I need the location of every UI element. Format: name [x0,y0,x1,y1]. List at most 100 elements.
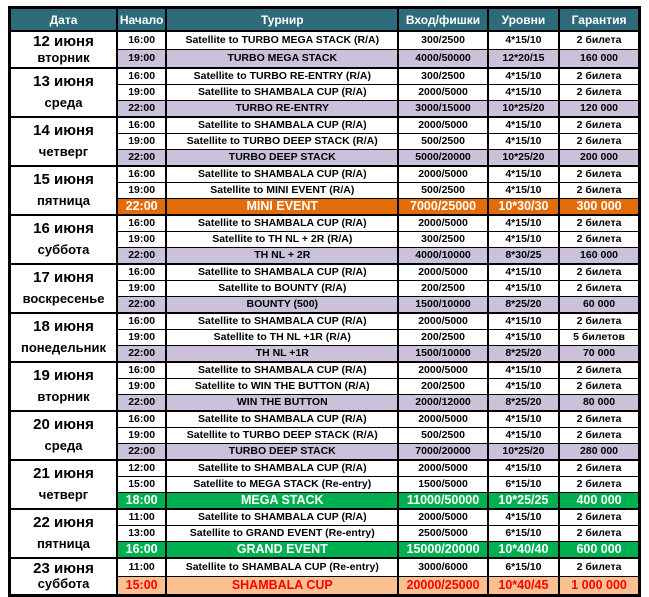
column-header-start: Начало [115,7,168,32]
schedule-row: 17 июня воскресенье 16:00 Satellite to SHAM… [8,262,641,314]
schedule-row: 22:00 BOUNTY (500) 1500/10000 8*25/20 60 000 [10,295,641,314]
entry-cell: 5000/20000 [397,148,489,167]
tournament-cell: Satellite to TH NL + 2R (R/A) [165,230,400,248]
date-label: 15 июня [33,170,94,188]
levels-cell: 6*15/10 [486,475,561,493]
entry-cell: 1500/10000 [397,295,489,314]
schedule-row: 19:00 Satellite to WIN THE BUTTON (R/A) 20… [10,377,641,395]
schedule-row: 19 июня вторник 16:00 Satellite to SHAMBALA… [8,360,641,412]
entry-cell: 200/2500 [397,328,489,346]
time-cell: 22:00 [115,393,168,412]
schedule-body: 12 июня вторник 16:00 Satellite to TURBO ME… [8,29,641,596]
guarantee-cell: 2 билета [558,360,641,379]
date-cell: 22 июня пятница [8,507,118,559]
guarantee-cell: 2 билета [558,83,641,101]
guarantee-cell: 2 билета [558,115,641,134]
date-cell-content: 20 июня среда [11,413,115,459]
guarantee-cell: 2 билета [558,213,641,232]
schedule-row: 13:00 Satellite to GRAND EVENT (Re-entry)… [10,524,641,542]
time-cell: 19:00 [115,83,168,101]
tournament-cell: Satellite to SHAMBALA CUP (R/A) [165,458,400,477]
guarantee-cell: 2 билета [558,66,641,85]
levels-cell: 4*15/10 [486,377,561,395]
entry-cell: 3000/15000 [397,99,489,118]
date-cell: 14 июня четверг [8,115,118,167]
date-cell: 12 июня вторник [8,30,118,69]
time-cell: 22:00 [115,99,168,118]
entry-cell: 300/2500 [397,66,489,85]
tournament-cell: MINI EVENT [165,197,400,216]
guarantee-cell: 2 билета [558,507,641,526]
date-cell-content: 15 июня пятница [11,168,115,214]
time-cell: 19:00 [115,279,168,297]
time-cell: 22:00 [115,295,168,314]
time-cell: 19:00 [115,181,168,199]
guarantee-cell: 80 000 [558,393,641,412]
entry-cell: 300/2500 [397,29,489,50]
column-header-levels: Уровни [486,7,561,32]
tournament-cell: TURBO DEEP STACK [165,442,400,461]
tournament-cell: TURBO MEGA STACK [165,48,400,69]
tournament-cell: Satellite to SHAMBALA CUP (R/A) [165,83,400,101]
date-cell-content: 19 июня вторник [11,364,115,410]
levels-cell: 4*15/10 [486,409,561,428]
guarantee-cell: 2 билета [558,181,641,199]
entry-cell: 2000/5000 [397,164,489,183]
guarantee-cell: 70 000 [558,344,641,363]
date-cell: 15 июня пятница [8,164,118,216]
date-cell: 19 июня вторник [8,360,118,412]
levels-cell: 4*15/10 [486,83,561,101]
guarantee-cell: 2 билета [558,409,641,428]
schedule-row: 22:00 TH NL +1R 1500/10000 8*25/20 70 000 [10,344,641,363]
entry-cell: 7000/25000 [397,197,489,216]
table-header: Дата Начало Турнир Вход/фишки Уровни Гар… [8,7,641,32]
levels-cell: 4*15/10 [486,213,561,232]
entry-cell: 2000/5000 [397,83,489,101]
entry-cell: 2000/5000 [397,213,489,232]
tournament-cell: TH NL +1R [165,344,400,363]
date-label: 22 июня [33,513,94,531]
tournament-cell: Satellite to TURBO DEEP STACK (R/A) [165,132,400,150]
date-cell-content: 14 июня четверг [11,119,115,165]
weekday-label: среда [44,95,83,111]
date-cell: 17 июня воскресенье [8,262,118,314]
weekday-label: вторник [37,389,90,405]
entry-cell: 2000/5000 [397,458,489,477]
levels-cell: 10*25/20 [486,442,561,461]
guarantee-cell: 2 билета [558,475,641,493]
tournament-cell: Satellite to GRAND EVENT (Re-entry) [165,524,400,542]
tournament-cell: SHAMBALA CUP [165,575,400,596]
tournament-cell: Satellite to TH NL +1R (R/A) [165,328,400,346]
time-cell: 11:00 [115,507,168,526]
guarantee-cell: 120 000 [558,99,641,118]
schedule-row: 14 июня четверг 16:00 Satellite to SHAMBALA… [8,115,641,167]
tournament-schedule-table: Дата Начало Турнир Вход/фишки Уровни Гар… [8,6,641,597]
tournament-cell: TH NL + 2R [165,246,400,265]
time-cell: 18:00 [115,491,168,510]
weekday-label: понедельник [21,340,106,356]
levels-cell: 4*15/10 [486,426,561,444]
guarantee-cell: 160 000 [558,246,641,265]
tournament-cell: Satellite to TURBO RE-ENTRY (R/A) [165,66,400,85]
tournament-cell: BOUNTY (500) [165,295,400,314]
levels-cell: 10*25/20 [486,148,561,167]
guarantee-cell: 400 000 [558,491,641,510]
time-cell: 22:00 [115,442,168,461]
levels-cell: 4*15/10 [486,311,561,330]
schedule-row: 12 июня вторник 16:00 Satellite to TURBO ME… [8,29,641,69]
schedule-row: 19:00 Satellite to TURBO DEEP STACK (R/A)… [10,426,641,444]
time-cell: 15:00 [115,575,168,596]
time-cell: 22:00 [115,344,168,363]
levels-cell: 6*15/10 [486,524,561,542]
levels-cell: 4*15/10 [486,360,561,379]
levels-cell: 10*40/45 [486,575,561,596]
time-cell: 11:00 [115,556,168,577]
guarantee-cell: 300 000 [558,197,641,216]
entry-cell: 200/2500 [397,279,489,297]
schedule-row: 16 июня суббота 16:00 Satellite to SHAMBALA… [8,213,641,265]
date-cell-content: 21 июня четверг [11,462,115,508]
time-cell: 15:00 [115,475,168,493]
entry-cell: 2000/5000 [397,311,489,330]
tournament-cell: Satellite to MINI EVENT (R/A) [165,181,400,199]
time-cell: 19:00 [115,328,168,346]
